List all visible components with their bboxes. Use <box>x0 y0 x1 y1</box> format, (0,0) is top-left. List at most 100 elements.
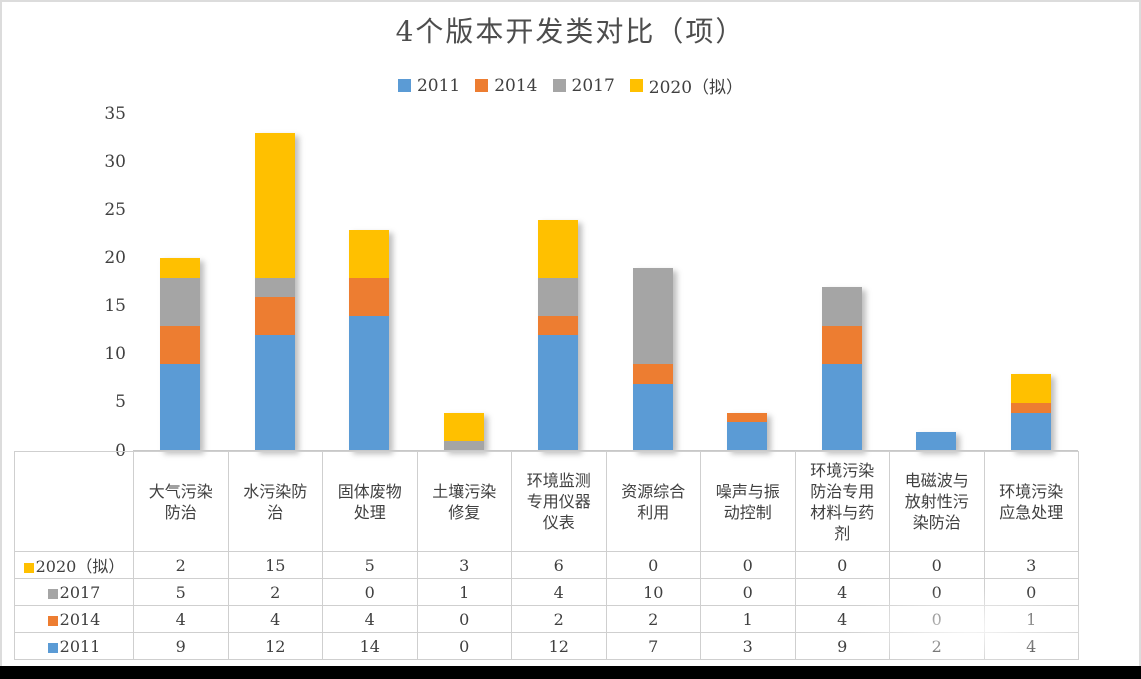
bar-segment-2011 <box>160 364 201 451</box>
legend-label: 2011 <box>416 75 461 96</box>
bar-segment-2020（拟） <box>160 258 201 278</box>
table-cell-2017-col7: 4 <box>794 578 890 606</box>
bar-segment-2011 <box>349 316 390 451</box>
category-header-6: 噪声与振 动控制 <box>700 451 796 552</box>
stacked-bar-固体废物处理 <box>349 229 390 451</box>
table-cell-2011-col6: 3 <box>700 632 796 660</box>
table-cell-2014-col1: 4 <box>227 605 323 633</box>
stacked-bar-电磁波与放射性污染防治 <box>916 431 957 451</box>
stacked-bar-噪声与振动控制 <box>727 412 768 451</box>
bar-segment-2017 <box>632 268 673 365</box>
row-legend-swatch-icon <box>47 588 58 599</box>
bar-segment-2011 <box>821 364 862 451</box>
table-cell-2020（拟）-col9: 3 <box>983 551 1079 579</box>
bar-slot-8 <box>889 114 984 451</box>
bar-slot-1 <box>228 114 323 451</box>
table-cell-2020（拟）-col4: 6 <box>511 551 607 579</box>
bar-slot-3 <box>417 114 512 451</box>
category-header-7: 环境污染 防治专用 材料与药 剂 <box>794 451 890 552</box>
table-row-2011: 2011 9 12 14 0 12 7 3 9 2 4 <box>14 632 1079 660</box>
stacked-bar-环境污染应急处理 <box>1010 374 1051 451</box>
row-legend-swatch-icon <box>47 642 58 653</box>
table-cell-2011-col3: 0 <box>416 632 512 660</box>
bar-slot-0 <box>133 114 228 451</box>
bar-slot-5 <box>606 114 701 451</box>
category-header-2: 固体废物 处理 <box>322 451 418 552</box>
bar-segment-2011 <box>916 431 957 451</box>
legend-label: 2017 <box>571 75 615 96</box>
legend-item-2020（拟）: 2020（拟） <box>629 73 743 98</box>
table-cell-2020（拟）-col6: 0 <box>700 551 796 579</box>
legend: 2011 2014 2017 2020（拟） <box>0 73 1141 98</box>
bar-slot-6 <box>700 114 795 451</box>
category-header-8: 电磁波与 放射性污 染防治 <box>889 451 985 552</box>
bar-segment-2014 <box>1010 402 1051 413</box>
bottom-black-bar <box>0 666 1141 679</box>
table-cell-2011-col4: 12 <box>511 632 607 660</box>
legend-label: 2014 <box>494 75 538 96</box>
bar-segment-2020（拟） <box>254 133 295 278</box>
y-tick-label-25: 25 <box>104 199 126 220</box>
table-cell-2020（拟）-col2: 5 <box>322 551 418 579</box>
table-cell-2020（拟）-col5: 0 <box>605 551 701 579</box>
table-cell-2014-col7: 4 <box>794 605 890 633</box>
category-header-9: 环境污染 应急处理 <box>983 451 1079 552</box>
table-row-2014: 2014 4 4 4 0 2 2 1 4 0 1 <box>14 605 1079 633</box>
bar-segment-2014 <box>727 412 768 423</box>
table-cell-2017-col9: 0 <box>983 578 1079 606</box>
bar-segment-2011 <box>727 422 768 451</box>
table-cell-2017-col8: 0 <box>889 578 985 606</box>
bar-segment-2017 <box>443 441 484 451</box>
bar-segment-2020（拟） <box>1010 374 1051 403</box>
bar-segment-2017 <box>538 277 579 317</box>
table-cell-2020（拟）-col7: 0 <box>794 551 890 579</box>
legend-swatch-icon <box>475 79 489 92</box>
table-cell-2020（拟）-col1: 15 <box>227 551 323 579</box>
y-tick-label-30: 30 <box>104 151 126 172</box>
bar-segment-2011 <box>1010 412 1051 451</box>
table-cell-2011-col2: 14 <box>322 632 418 660</box>
bar-segment-2011 <box>538 335 579 451</box>
bar-segment-2014 <box>821 325 862 365</box>
legend-item-2014: 2014 <box>475 75 538 96</box>
bar-slot-9 <box>984 114 1079 451</box>
row-legend-swatch-icon <box>47 615 58 626</box>
bar-segment-2014 <box>632 364 673 384</box>
legend-swatch-icon <box>552 79 566 92</box>
row-label-cell: 2017 <box>14 578 134 606</box>
row-label-text: 2011 <box>59 636 101 656</box>
row-label-cell: 2014 <box>14 605 134 633</box>
row-legend-swatch-icon <box>23 563 34 573</box>
y-tick-label-35: 35 <box>104 103 126 124</box>
table-cell-2017-col3: 1 <box>416 578 512 606</box>
row-label-cell: 2020（拟） <box>14 551 134 579</box>
table-cell-2014-col6: 1 <box>700 605 796 633</box>
y-tick-label-15: 15 <box>104 296 126 317</box>
row-label-text: 2020（拟） <box>35 557 125 576</box>
bar-segment-2020（拟） <box>538 219 579 278</box>
x-axis-line <box>133 450 1078 451</box>
table-cell-2011-col8: 2 <box>889 632 985 660</box>
legend-swatch-icon <box>629 79 643 92</box>
table-header-row: 大气污染 防治 水污染防 治固体废物 处理 土壤污染 修复 环境监测 专用仪器 仪表资… <box>14 451 1079 552</box>
row-label-text: 2017 <box>59 582 101 602</box>
table-cell-2017-col6: 0 <box>700 578 796 606</box>
stacked-bar-大气污染防治 <box>160 258 201 451</box>
bar-segment-2014 <box>538 316 579 336</box>
table-cell-2017-col0: 5 <box>133 578 229 606</box>
bar-slot-7 <box>795 114 890 451</box>
y-tick-label-20: 20 <box>104 247 126 268</box>
table-cell-2014-col4: 2 <box>511 605 607 633</box>
category-header-1: 水污染防 治 <box>227 451 323 552</box>
table-cell-2011-col9: 4 <box>983 632 1079 660</box>
y-tick-label-10: 10 <box>104 344 126 365</box>
table-cell-2020（拟）-col3: 3 <box>416 551 512 579</box>
legend-item-2011: 2011 <box>397 75 461 96</box>
bar-segment-2014 <box>160 325 201 365</box>
row-label-text: 2014 <box>59 609 101 629</box>
bar-segment-2011 <box>254 335 295 451</box>
bar-segment-2017 <box>254 277 295 297</box>
bar-segment-2014 <box>349 277 390 317</box>
table-corner-cell <box>14 451 134 552</box>
table-cell-2014-col5: 2 <box>605 605 701 633</box>
